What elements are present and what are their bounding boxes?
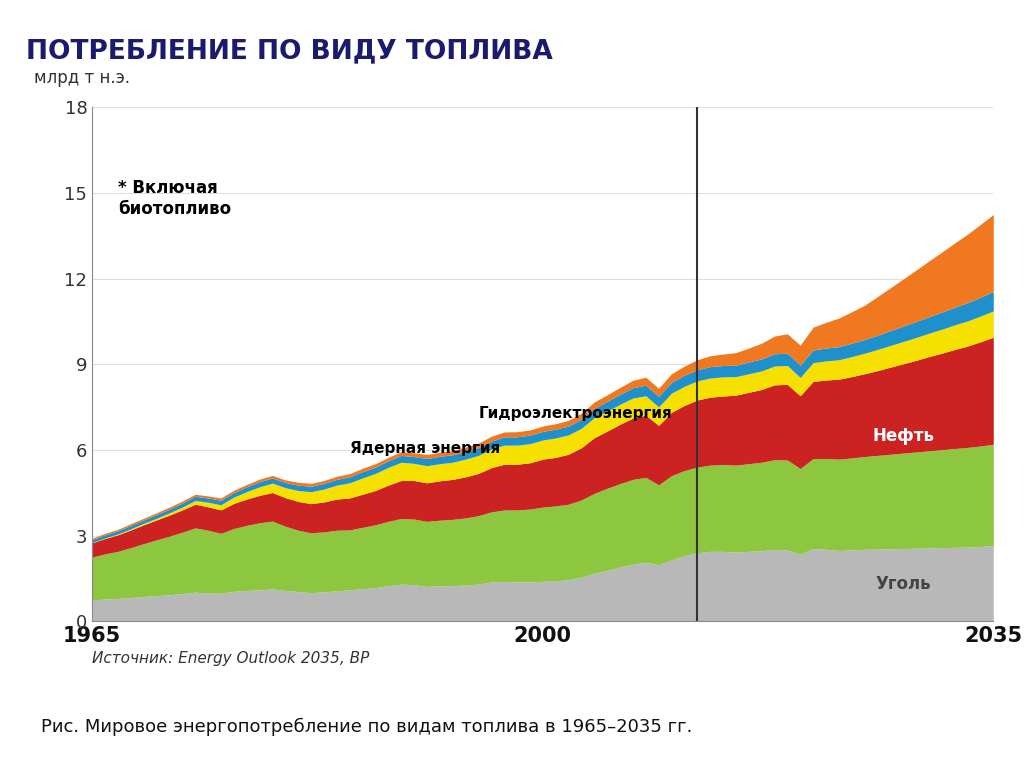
Text: Рис. Мировое энергопотребление по видам топлива в 1965–2035 гг.: Рис. Мировое энергопотребление по видам … [41, 718, 692, 736]
Text: * Включая
биотопливо: * Включая биотопливо [118, 179, 231, 218]
Text: Газ: Газ [888, 247, 919, 265]
Text: Ядерная энергия: Ядерная энергия [349, 441, 500, 456]
Text: Нефть: Нефть [872, 426, 934, 445]
Text: Уголь: Уголь [876, 575, 931, 593]
Text: Гидроэлектроэнергия: Гидроэлектроэнергия [478, 407, 672, 421]
Text: ВИЭ**: ВИЭ** [901, 133, 956, 150]
Text: млрд т н.э.: млрд т н.э. [34, 69, 130, 87]
Text: Источник: Energy Outlook 2035, BP: Источник: Energy Outlook 2035, BP [92, 651, 370, 667]
Text: ПОТРЕБЛЕНИЕ ПО ВИДУ ТОПЛИВА: ПОТРЕБЛЕНИЕ ПО ВИДУ ТОПЛИВА [26, 39, 552, 64]
